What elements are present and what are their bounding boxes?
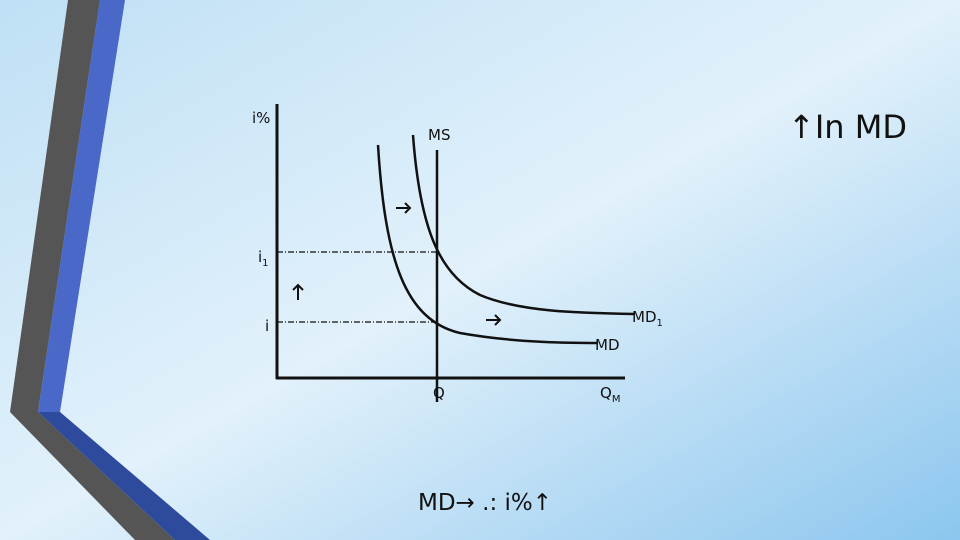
- md-curve: [376, 144, 599, 345]
- stripe: [38, 0, 125, 412]
- slide-title: ↑In MD: [788, 108, 907, 146]
- quantity-label: QM: [600, 384, 620, 405]
- shift-arrow: [486, 314, 502, 326]
- slide-footer: MD→ .: i%↑: [418, 490, 552, 516]
- label-sub: 1: [262, 258, 268, 269]
- curve-label: MD1: [632, 308, 663, 329]
- stripe: [10, 412, 175, 540]
- stripe: [38, 412, 210, 540]
- rate-label: i1: [258, 248, 269, 269]
- stripe: [10, 0, 100, 412]
- label-text: Q: [600, 384, 612, 402]
- rate-label: i: [265, 317, 269, 335]
- label-text: i: [258, 248, 262, 266]
- quantity-label: Q: [433, 384, 445, 402]
- curve-label: MS: [428, 126, 450, 144]
- label-sub: M: [612, 394, 621, 405]
- curve-label: MD: [595, 336, 620, 354]
- label-sub: 1: [657, 318, 663, 329]
- axis-label: i%: [252, 109, 270, 127]
- md1-curve: [411, 134, 636, 316]
- label-text: MD: [632, 308, 657, 326]
- shift-arrow: [396, 202, 412, 214]
- rise-arrow: [292, 283, 304, 300]
